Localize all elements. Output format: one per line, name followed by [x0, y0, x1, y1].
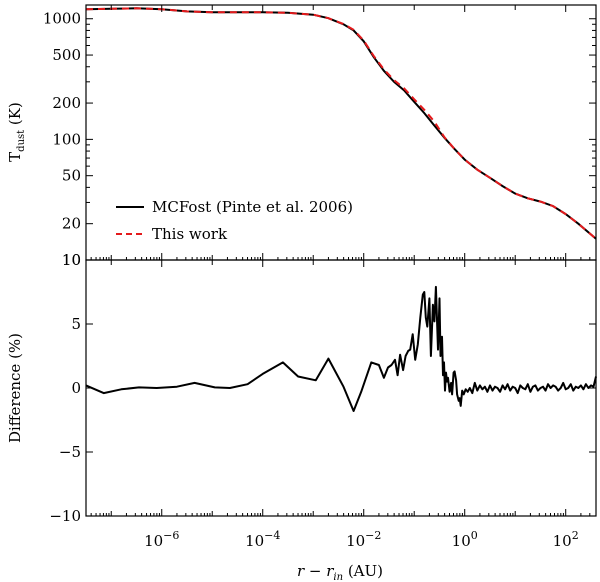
x-tick-label: 10−6	[144, 529, 179, 550]
top-y-tick-label: 10	[62, 251, 81, 269]
top-y-tick-label: 200	[52, 94, 81, 112]
bottom-y-tick-label: 0	[71, 379, 81, 397]
top-y-tick-label: 50	[62, 167, 81, 185]
x-axis-title-variable: r − r	[297, 562, 334, 580]
top-panel-frame	[85, 4, 597, 261]
bottom-y-tick-label: 5	[71, 315, 81, 333]
top-y-ticks: 10 20 50 100 200 500 1000	[43, 10, 596, 269]
x-tick-label: 102	[553, 529, 579, 550]
bottom-series-group	[85, 285, 597, 412]
x-tick-label: 10−4	[245, 529, 280, 550]
x-axis-title-subscript: in	[333, 572, 343, 582]
bottom-y-axis-title: Difference (%)	[6, 333, 24, 443]
x-tick-label: 10−2	[346, 529, 381, 550]
top-panel: 10 20 50 100 200 500 1000 Tdust (K) MCFost (Pi…	[6, 4, 597, 269]
legend: MCFost (Pinte et al. 2006) This work	[116, 198, 353, 243]
bottom-y-ticks: −10 −5 0 5 10	[49, 251, 596, 525]
series-line-this-work	[85, 7, 597, 240]
top-y-tick-label: 500	[52, 46, 81, 64]
top-x-ticks	[90, 5, 591, 260]
top-y-tick-label: 20	[62, 215, 81, 233]
bottom-y-tick-label: −5	[59, 443, 81, 461]
bottom-x-ticks: 10−6 10−4 10−2 100 102	[90, 260, 591, 550]
top-y-axis-title-unit: (K)	[6, 102, 24, 130]
top-y-tick-label: 100	[52, 130, 81, 148]
top-y-tick-label: 1000	[43, 10, 81, 28]
bottom-panel: −10 −5 0 5 10 10−6 10−4 10−2 100 102 Difference …	[6, 251, 597, 582]
top-y-axis-title: Tdust (K)	[6, 102, 27, 162]
top-y-axis-title-subscript: dust	[16, 130, 27, 152]
x-axis-title-unit: (AU)	[343, 562, 383, 580]
top-series-group	[85, 7, 597, 240]
bottom-y-tick-label: −10	[49, 507, 81, 525]
legend-label-mcfost: MCFost (Pinte et al. 2006)	[152, 198, 353, 216]
x-axis-title: r − rin (AU)	[297, 562, 383, 582]
x-tick-label: 100	[452, 529, 478, 550]
legend-label-this-work: This work	[152, 225, 228, 243]
bottom-y-tick-label: 10	[62, 251, 81, 269]
difference-line	[85, 285, 597, 412]
